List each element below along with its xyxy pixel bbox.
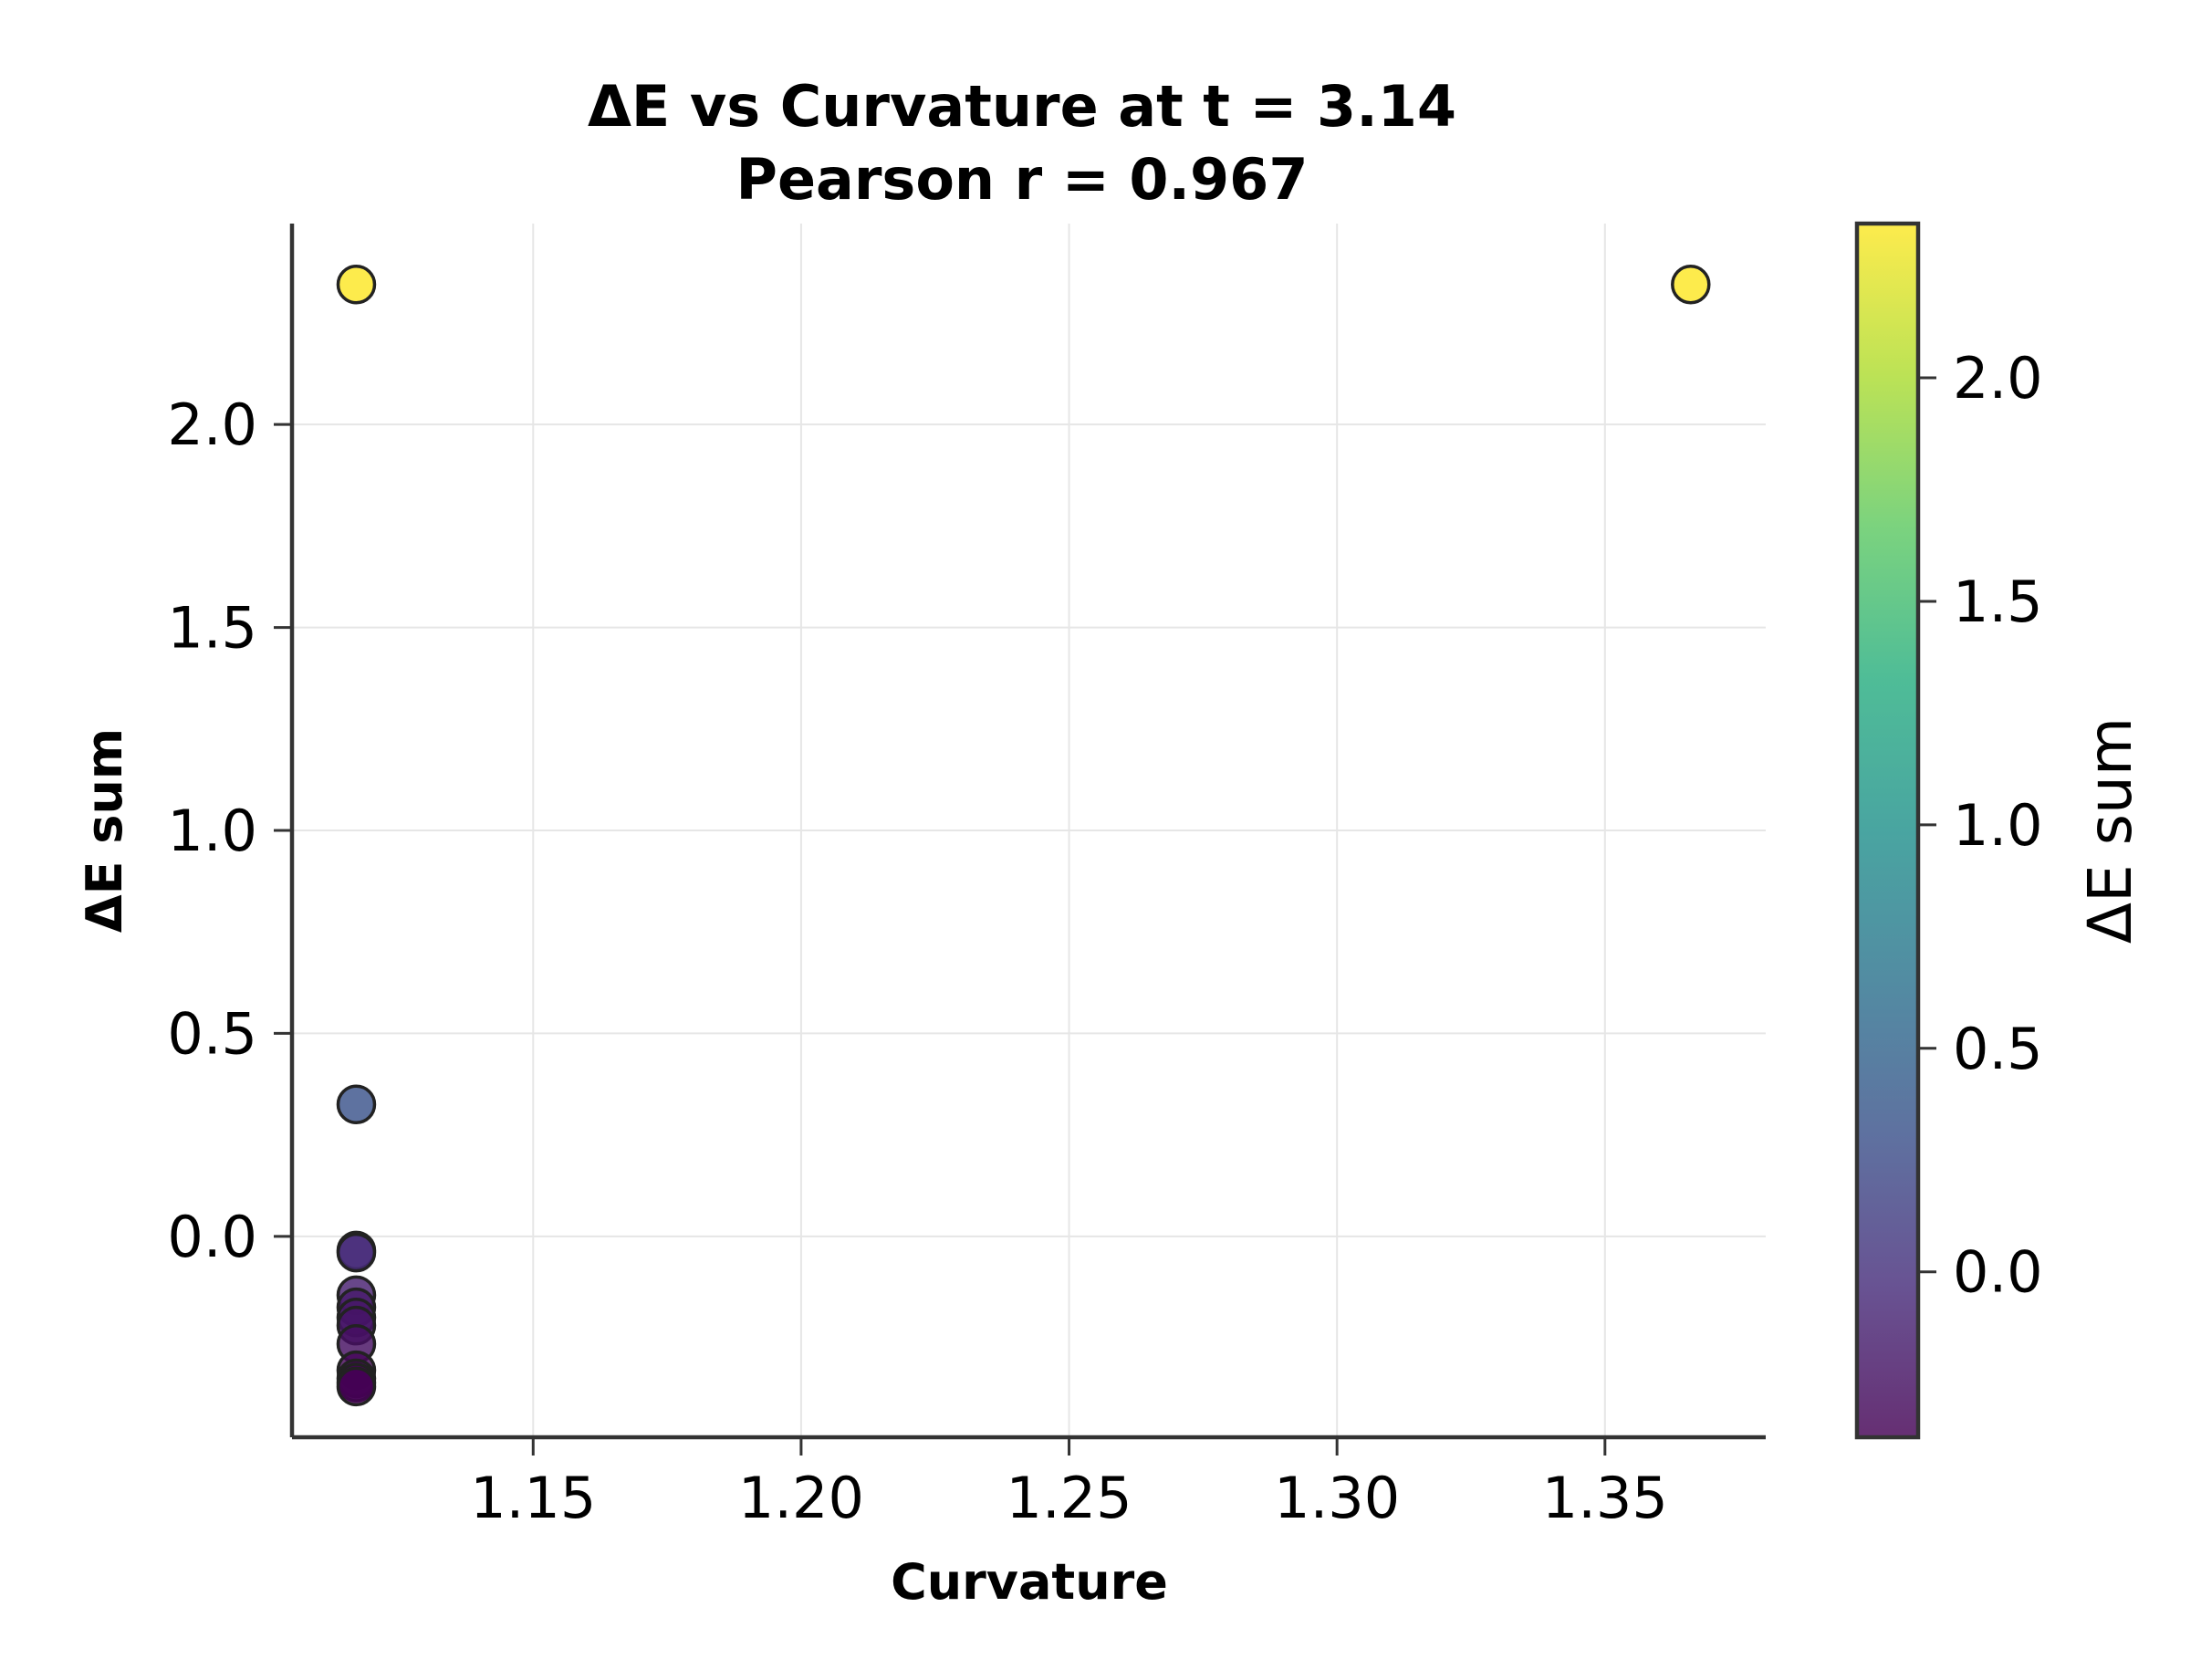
chart-title: ΔE vs Curvature at t = 3.14 (588, 73, 1456, 140)
colorbar-tick-label: 2.0 (1953, 345, 2043, 412)
y-tick-label: 1.0 (167, 798, 257, 864)
x-tick-label: 1.35 (1542, 1465, 1668, 1531)
scatter-point (336, 1232, 377, 1273)
x-tick-label: 1.30 (1274, 1465, 1400, 1531)
colorbar: 0.0 0.5 1.0 1.5 2.0 (1854, 221, 2043, 1440)
x-tick-label: 1.20 (738, 1465, 864, 1531)
y-tick-label: 1.5 (167, 595, 257, 662)
colorbar-gradient (1857, 224, 1918, 1437)
x-axis-label: Curvature (891, 1553, 1168, 1611)
axes: 1.15 1.20 1.25 1.30 1.35 0.0 0.5 1.0 1.5 2.0 (167, 224, 1766, 1531)
colorbar-frame (1854, 221, 1921, 1440)
y-tick-label: 2.0 (167, 391, 257, 458)
scatter-point (336, 264, 377, 305)
x-tick-label: 1.15 (470, 1465, 596, 1531)
x-tick-label: 1.25 (1007, 1465, 1132, 1531)
chart-subtitle: Pearson r = 0.967 (736, 146, 1309, 213)
data-points (336, 264, 1711, 1407)
colorbar-label: ΔE sum (2075, 717, 2145, 944)
scatter-point (1671, 264, 1711, 305)
colorbar-tick-label: 0.5 (1953, 1016, 2043, 1082)
colorbar-tick-label: 0.0 (1953, 1239, 2043, 1306)
colorbar-tick-label: 1.0 (1953, 792, 2043, 859)
colorbar-tick-label: 1.5 (1953, 569, 2043, 635)
y-axis-label: ΔE sum (76, 728, 133, 933)
y-tick-label: 0.5 (167, 1000, 257, 1067)
scatter-point (336, 1084, 377, 1125)
scatter-point (336, 1366, 377, 1407)
grid (292, 224, 1766, 1437)
y-tick-label: 0.0 (167, 1204, 257, 1270)
